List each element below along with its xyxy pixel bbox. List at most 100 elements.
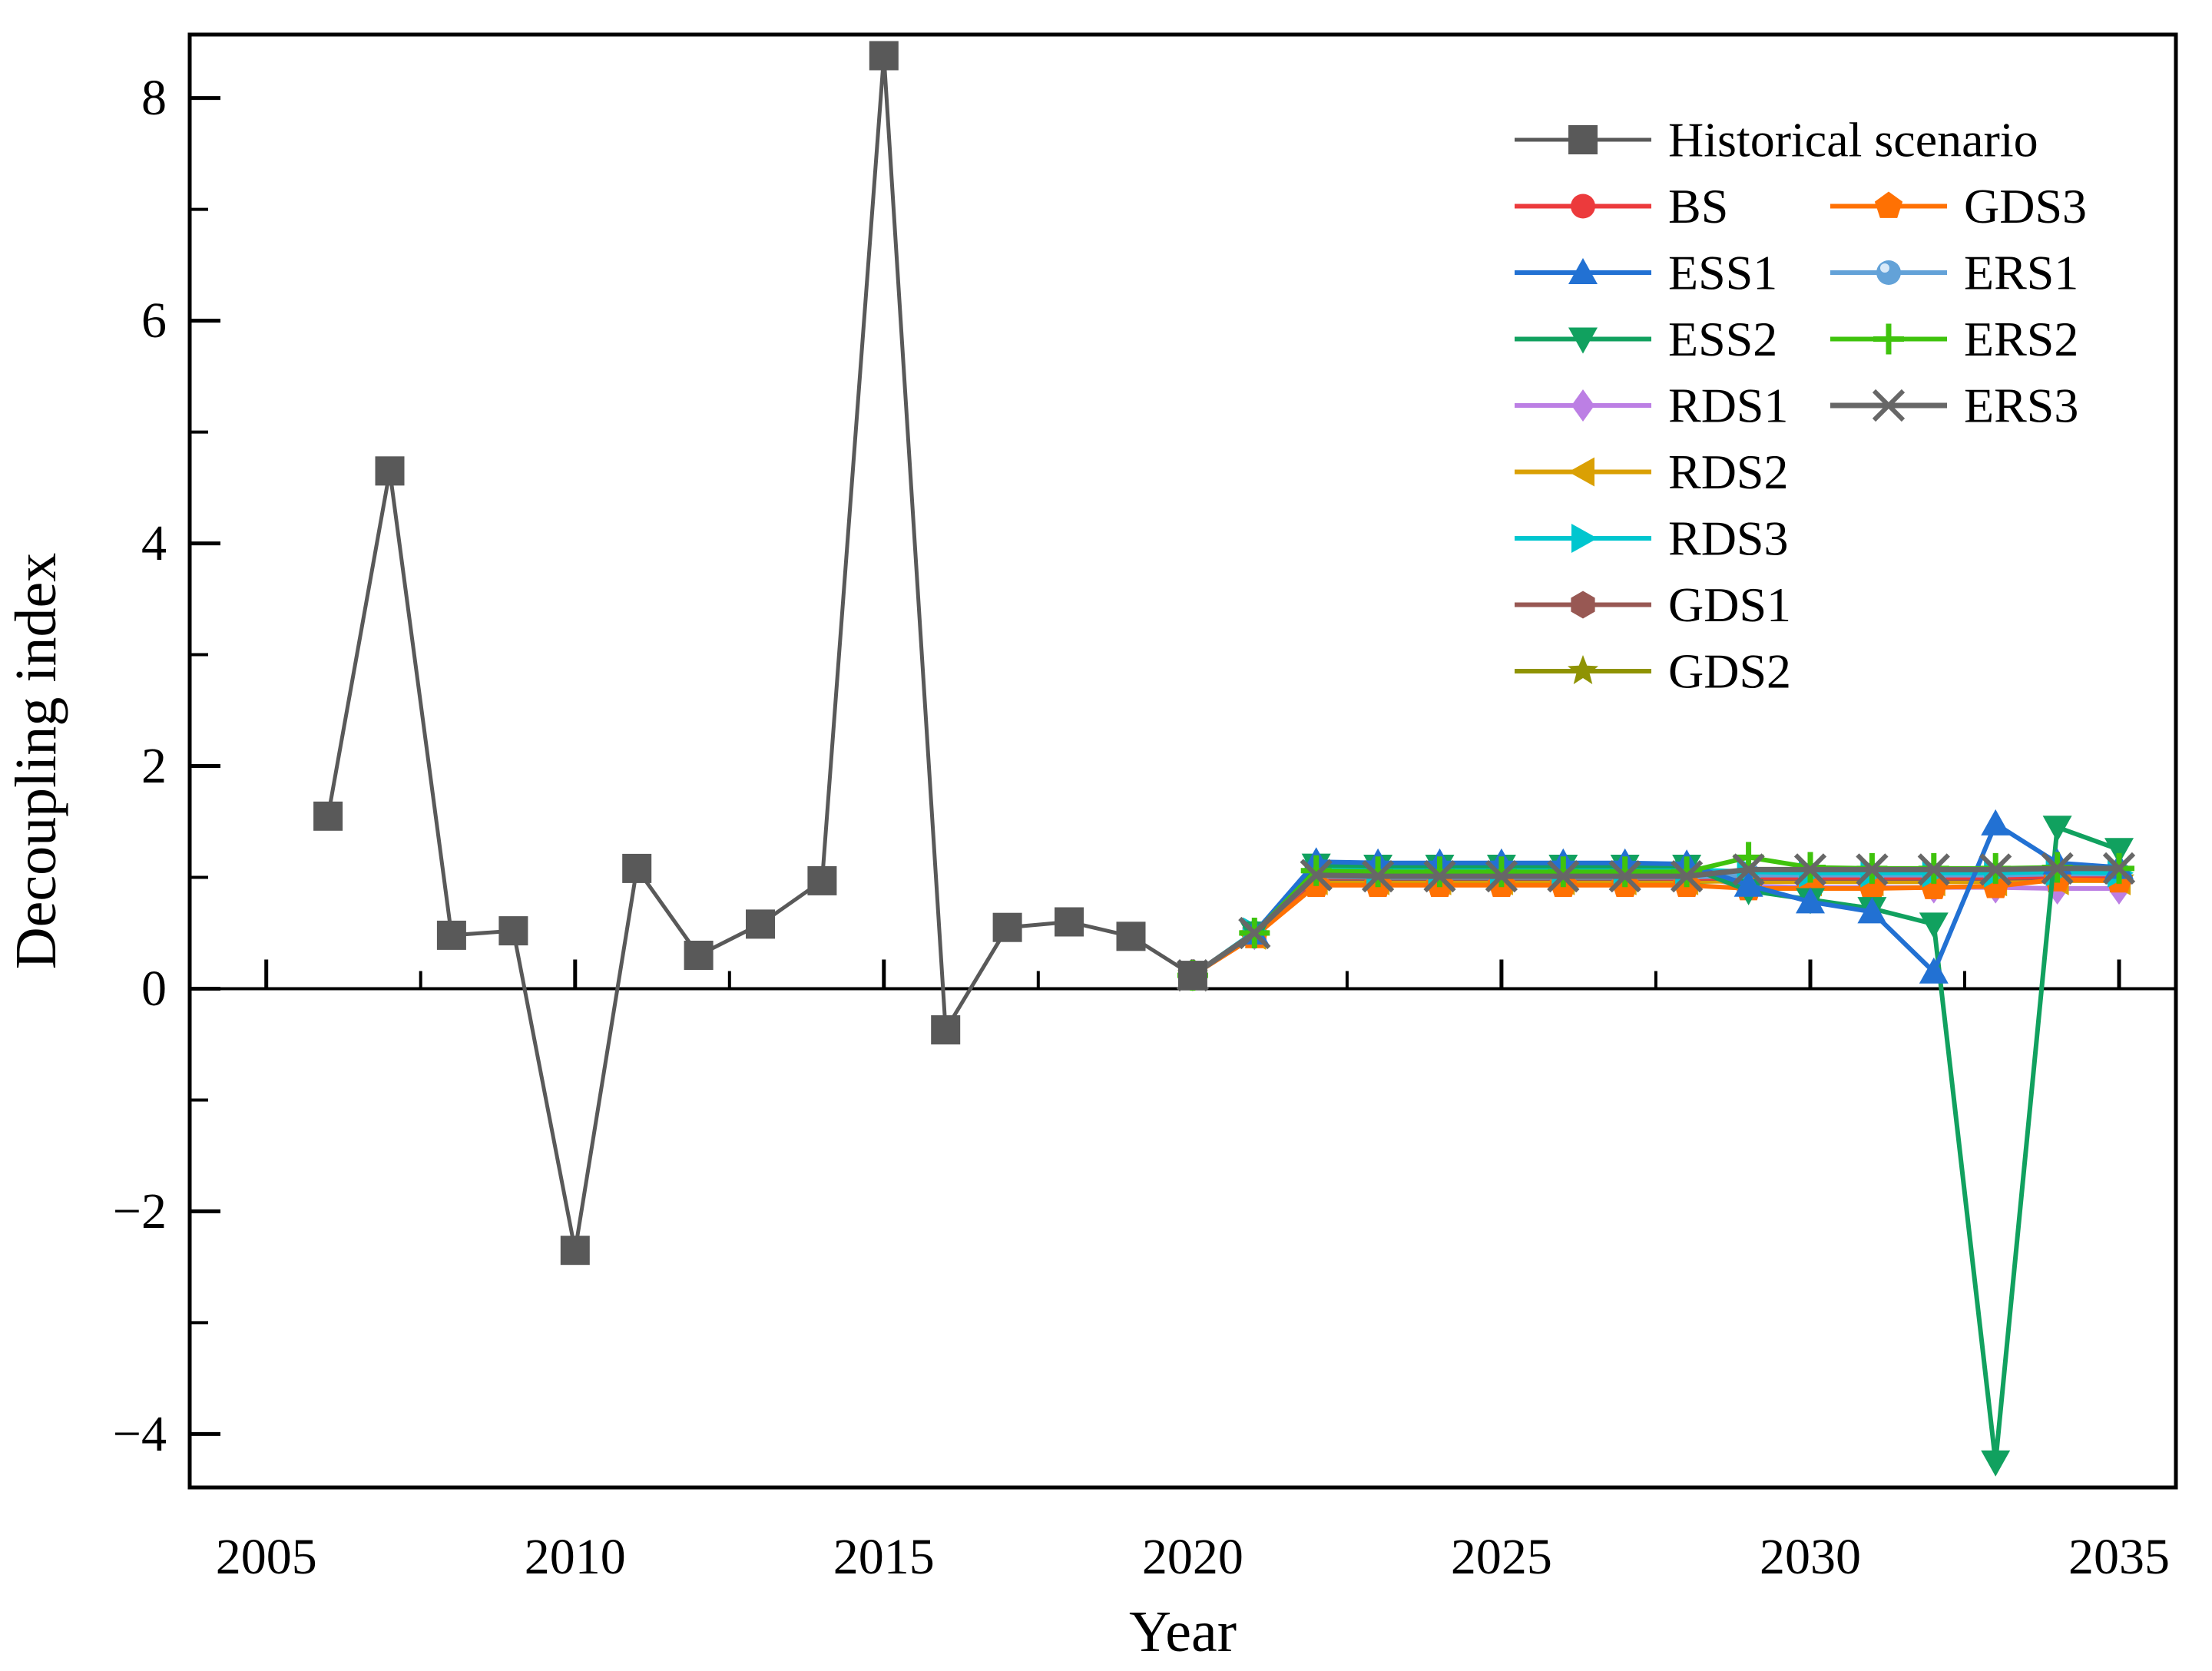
y-tick-label: 6 <box>141 293 167 349</box>
marker-triangle-down <box>2042 816 2072 842</box>
legend-item-ers1: ERS1 <box>1830 246 2078 300</box>
series-historical-scenario <box>313 41 1207 1266</box>
y-tick-label: −4 <box>113 1406 167 1462</box>
legend-item-ess2: ESS2 <box>1515 312 1777 366</box>
marker-square <box>746 909 775 939</box>
legend-item-gds3: GDS3 <box>1830 179 2087 233</box>
x-tick-label: 2015 <box>833 1529 935 1585</box>
marker-x <box>2102 852 2136 885</box>
marker-square <box>1177 961 1207 991</box>
marker-plus <box>1671 856 1703 888</box>
legend-label: BS <box>1668 179 1728 233</box>
legend-item-ess1: ESS1 <box>1515 246 1777 300</box>
legend-label: ERS3 <box>1964 379 2078 433</box>
marker-square <box>313 801 343 831</box>
legend-item-rds2: RDS2 <box>1515 445 1789 499</box>
marker-x <box>1547 859 1580 893</box>
marker-triangle-down <box>1568 327 1598 354</box>
marker-plus <box>1363 856 1394 888</box>
x-tick-label: 2025 <box>1451 1529 1552 1585</box>
marker-square <box>684 941 714 970</box>
legend-label: ESS1 <box>1668 246 1777 300</box>
marker-sphere-highlight <box>1880 263 1889 273</box>
marker-plus <box>1873 323 1904 355</box>
marker-triangle-down <box>1919 912 1949 939</box>
marker-x <box>1485 859 1518 893</box>
marker-x <box>1670 859 1704 893</box>
marker-square <box>498 916 528 946</box>
marker-square <box>931 1015 961 1045</box>
marker-plus <box>1485 856 1517 888</box>
marker-square <box>560 1236 590 1266</box>
legend-item-gds2: GDS2 <box>1515 644 1791 699</box>
y-tick-label: −2 <box>113 1183 167 1239</box>
marker-x <box>1793 853 1827 886</box>
marker-x <box>2041 852 2074 885</box>
marker-square <box>807 865 837 895</box>
marker-square <box>1055 907 1084 937</box>
marker-plus <box>1424 856 1455 888</box>
marker-square <box>375 456 405 486</box>
legend-item-ers3: ERS3 <box>1830 379 2078 433</box>
marker-square <box>436 920 466 950</box>
marker-diamond <box>1571 389 1594 422</box>
legend-label: RDS1 <box>1668 379 1789 433</box>
marker-triangle-down <box>2104 838 2134 865</box>
marker-circle <box>1571 194 1595 219</box>
marker-square <box>869 41 899 71</box>
legend-item-bs: BS <box>1515 179 1728 233</box>
marker-x <box>1361 859 1395 893</box>
legend-label: ERS2 <box>1964 312 2078 366</box>
legend-item-historical-scenario: Historical scenario <box>1515 113 2038 167</box>
marker-x <box>1423 859 1456 893</box>
legend: Historical scenario BS ESS1 ESS2 RDS1 RDS2 RDS… <box>1515 113 2087 699</box>
y-tick-label: 4 <box>141 515 167 571</box>
legend-label: ESS2 <box>1668 312 1777 366</box>
marker-triangle-up <box>1796 887 1825 914</box>
x-tick-label: 2035 <box>2068 1529 2170 1585</box>
marker-triangle-up <box>1919 957 1949 984</box>
x-tick-label: 2010 <box>525 1529 626 1585</box>
legend-item-rds1: RDS1 <box>1515 379 1789 433</box>
marker-x <box>1856 853 1889 886</box>
marker-plus <box>1548 856 1579 888</box>
legend-item-ers2: ERS2 <box>1830 312 2078 366</box>
series-group <box>313 41 2136 1477</box>
legend-label: GDS2 <box>1668 644 1791 699</box>
axes: 8 6 4 2 0 −2 −4 2005 2010 2015 2020 2025 2030 2035 Yea… <box>4 70 2176 1664</box>
legend-item-gds1: GDS1 <box>1515 577 1791 632</box>
series-line <box>1190 821 2121 978</box>
marker-triangle-left <box>1568 457 1594 487</box>
marker-triangle-up <box>1857 897 1887 924</box>
marker-sphere <box>1876 260 1901 285</box>
marker-pentagon <box>1874 191 1903 218</box>
plot-frame <box>187 32 2178 1490</box>
marker-triangle-down <box>1981 1450 2011 1477</box>
series-line <box>1190 825 2121 1464</box>
y-tick-label: 8 <box>141 70 167 126</box>
legend-label: ERS1 <box>1964 246 2078 300</box>
y-axis-title: Decoupling index <box>4 553 68 969</box>
y-tick-label: 2 <box>141 738 167 794</box>
x-tick-label: 2005 <box>216 1529 317 1585</box>
series-line <box>1190 877 2121 978</box>
series-line <box>1190 865 2122 978</box>
marker-triangle-up <box>1981 809 2011 836</box>
marker-triangle-up <box>1568 258 1598 284</box>
marker-x <box>1979 853 2012 886</box>
x-tick-label: 2020 <box>1142 1529 1243 1585</box>
marker-hexagon <box>1571 591 1595 619</box>
series-ers3 <box>1176 852 2136 992</box>
marker-triangle-up <box>1734 870 1763 897</box>
x-tick-label: 2030 <box>1760 1529 1861 1585</box>
marker-square <box>1568 125 1598 154</box>
legend-label: GDS1 <box>1668 577 1791 632</box>
marker-triangle-right <box>1571 524 1598 553</box>
marker-x <box>1732 853 1765 886</box>
legend-label: Historical scenario <box>1668 113 2038 167</box>
marker-plus <box>1609 856 1641 888</box>
marker-x <box>1917 853 1950 886</box>
marker-x <box>1238 916 1271 950</box>
